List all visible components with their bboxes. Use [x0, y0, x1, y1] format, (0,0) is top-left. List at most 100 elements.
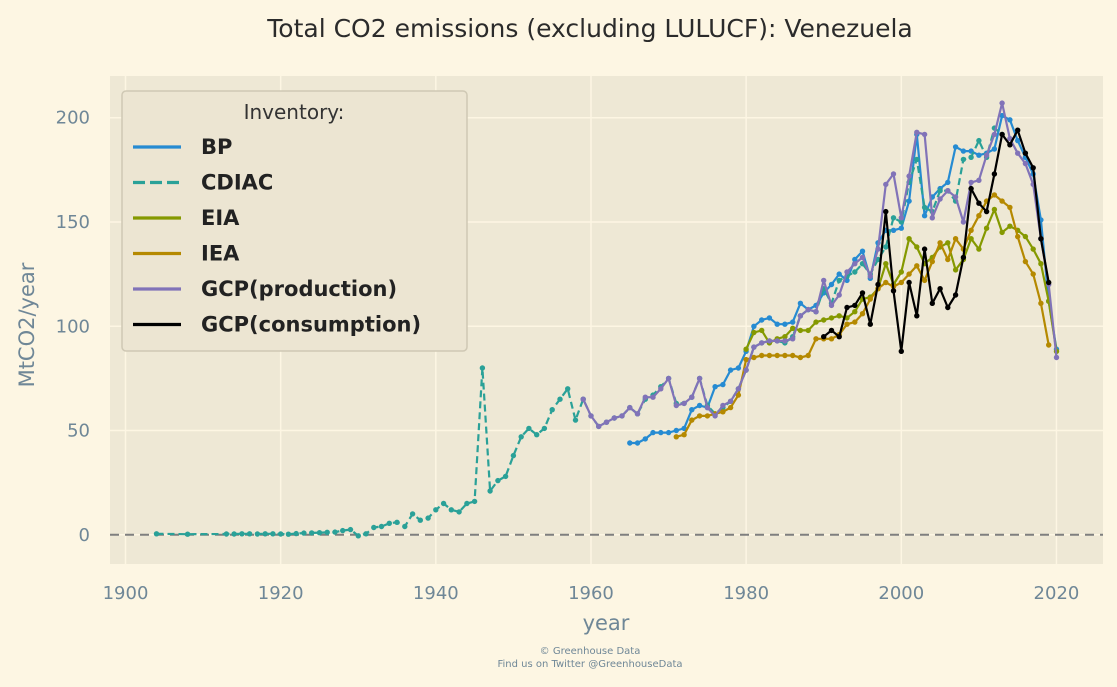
data-point-cdiac-1999 [890, 215, 897, 221]
data-point-eia-2010 [976, 246, 982, 252]
y-tick-label-4: 200 [56, 108, 90, 129]
data-point-bp-1976 [712, 384, 718, 390]
data-point-gcp-consumption-2002 [914, 313, 920, 319]
data-point-eia-1982 [759, 327, 765, 334]
legend-label-cdiac: CDIAC [201, 171, 273, 195]
data-point-iea-2002 [914, 263, 920, 269]
credit-line-2: Find us on Twitter @GreenhouseData [497, 659, 682, 670]
data-point-iea-2004 [929, 258, 935, 265]
data-point-gcp-production-1985 [782, 338, 788, 344]
data-point-bp-1991 [828, 281, 835, 288]
data-point-cdiac-1941 [440, 500, 447, 507]
data-point-iea-1991 [828, 336, 835, 342]
x-tick-label-6: 2020 [1034, 583, 1080, 604]
data-point-gcp-consumption-1999 [890, 288, 897, 294]
data-point-gcp-production-1977 [720, 402, 726, 409]
data-point-gcp-consumption-2006 [945, 304, 951, 311]
data-point-gcp-consumption-1998 [883, 208, 889, 215]
data-point-gcp-consumption-2000 [898, 348, 904, 354]
data-point-gcp-production-1982 [759, 340, 765, 346]
data-point-cdiac-1940 [433, 507, 439, 513]
data-point-gcp-production-2006 [945, 188, 951, 194]
x-tick-label-0: 1900 [103, 583, 149, 604]
data-point-gcp-production-1986 [790, 336, 796, 342]
data-point-gcp-consumption-1992 [836, 334, 842, 340]
data-point-bp-1978 [727, 367, 734, 373]
data-point-gcp-consumption-2011 [983, 208, 990, 215]
credit-line-1: © Greenhouse Data [540, 646, 641, 657]
data-point-cdiac-1992 [836, 277, 842, 284]
data-point-gcp-production-1980 [743, 367, 749, 373]
legend-label-bp: BP [201, 135, 232, 159]
data-point-iea-2015 [1015, 233, 1021, 240]
data-point-cdiac-1932 [371, 524, 377, 531]
data-point-gcp-production-1976 [712, 413, 718, 419]
legend-label-gcp-production: GCP(production) [201, 277, 397, 301]
data-point-gcp-consumption-2004 [929, 300, 935, 306]
data-point-gcp-production-2004 [929, 215, 935, 221]
data-point-gcp-production-2007 [952, 194, 959, 200]
x-tick-label-5: 2000 [878, 583, 924, 604]
data-point-gcp-production-1981 [751, 344, 757, 350]
data-point-gcp-consumption-2010 [976, 200, 982, 206]
data-point-eia-2014 [1007, 223, 1013, 229]
data-point-iea-1994 [852, 319, 858, 325]
data-point-cdiac-1938 [417, 517, 423, 523]
data-point-bp-1971 [673, 427, 679, 434]
data-point-cdiac-1935 [394, 519, 400, 525]
data-point-gcp-production-1959 [580, 396, 586, 402]
data-point-iea-1983 [766, 352, 773, 359]
data-point-cdiac-2005 [937, 188, 943, 194]
data-point-gcp-production-1971 [673, 402, 679, 409]
data-point-bp-1967 [642, 436, 648, 442]
data-point-eia-2011 [983, 225, 990, 231]
data-point-gcp-production-2010 [976, 177, 982, 183]
data-point-cdiac-1946 [479, 365, 486, 371]
data-point-cdiac-1928 [340, 527, 346, 534]
data-point-cdiac-2009 [968, 154, 974, 160]
data-point-iea-2001 [906, 271, 912, 277]
data-point-gcp-consumption-2008 [960, 254, 967, 261]
data-point-cdiac-1927 [332, 529, 338, 535]
data-point-bp-1987 [797, 300, 804, 306]
data-point-eia-2013 [999, 229, 1005, 236]
data-point-cdiac-1914 [231, 531, 237, 537]
data-point-cdiac-1930 [355, 533, 361, 539]
legend-title: Inventory: [244, 100, 345, 124]
data-point-gcp-production-1989 [813, 309, 819, 315]
data-point-cdiac-1929 [347, 526, 354, 533]
data-point-cdiac-1917 [254, 531, 261, 537]
data-point-gcp-production-2002 [914, 129, 920, 135]
data-point-cdiac-1949 [502, 473, 509, 480]
data-point-bp-1982 [759, 317, 765, 323]
data-point-gcp-production-1990 [821, 277, 827, 284]
data-point-cdiac-1951 [518, 434, 524, 440]
data-point-iea-2018 [1038, 300, 1044, 306]
data-point-gcp-consumption-1993 [844, 304, 850, 311]
data-point-gcp-production-1970 [665, 375, 672, 382]
data-point-iea-2016 [1022, 258, 1029, 265]
data-point-cdiac-1937 [409, 511, 416, 517]
data-point-eia-1991 [828, 315, 835, 321]
data-point-iea-1986 [790, 352, 796, 359]
data-point-cdiac-1925 [316, 530, 323, 536]
data-point-cdiac-1922 [293, 530, 299, 537]
data-point-cdiac-1918 [262, 531, 268, 537]
data-point-cdiac-1926 [324, 529, 330, 535]
data-point-gcp-production-1964 [619, 413, 625, 419]
data-point-bp-2003 [921, 213, 928, 219]
data-point-bp-1979 [735, 365, 742, 371]
data-point-cdiac-2008 [960, 156, 967, 163]
data-point-cdiac-1931 [363, 531, 369, 537]
data-point-iea-1971 [673, 434, 679, 440]
data-point-bp-1986 [790, 319, 796, 325]
data-point-iea-2007 [952, 236, 959, 242]
data-point-gcp-consumption-2001 [906, 279, 912, 286]
data-point-cdiac-1958 [572, 417, 579, 423]
data-point-iea-1985 [782, 352, 788, 359]
data-point-bp-1995 [859, 248, 866, 254]
data-point-cdiac-1952 [526, 425, 532, 432]
data-point-eia-1987 [797, 327, 804, 334]
chart-title: Total CO2 emissions (excluding LULUCF): … [266, 14, 912, 43]
data-point-gcp-production-1992 [836, 292, 842, 298]
